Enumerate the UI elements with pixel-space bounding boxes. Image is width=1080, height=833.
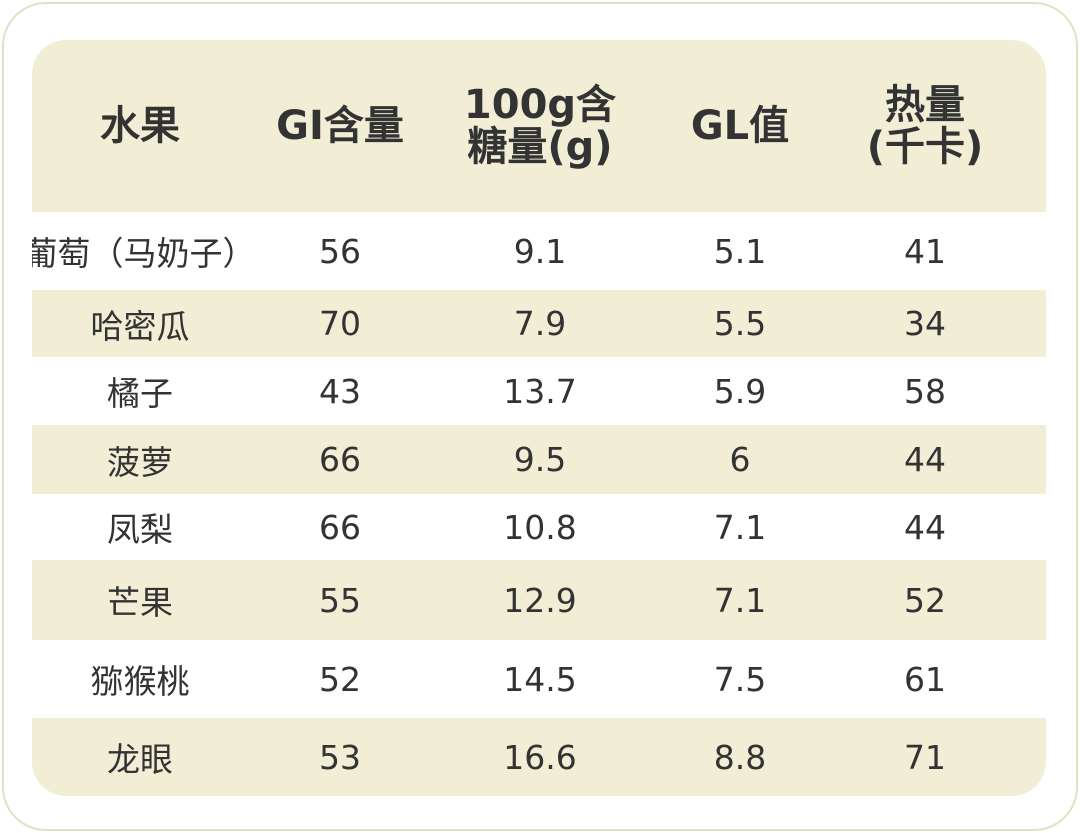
header-cell: 热量 (千卡) <box>825 40 1025 212</box>
table-row: 龙眼 53 16.6 8.8 71 <box>32 718 1046 796</box>
table-cell: 44 <box>904 440 946 479</box>
table-cell: 34 <box>904 304 946 343</box>
table-row: 菠萝 66 9.5 6 44 <box>32 425 1046 494</box>
table-cell: 葡萄（马奶子） <box>32 234 256 273</box>
table-cell: 52 <box>319 659 361 699</box>
header-cell: 100g含 糖量(g) <box>440 40 640 212</box>
table-cell: 13.7 <box>503 371 577 411</box>
table-row: 猕猴桃 52 14.5 7.5 61 <box>32 640 1046 718</box>
table-row: 凤梨 66 10.8 7.1 44 <box>32 494 1046 560</box>
table-cell: 橘子 <box>107 374 173 413</box>
table: 水果 GI含量 100g含 糖量(g) GL值 热量 (千卡) 葡萄（马奶子） 56 9.1 5.1… <box>32 40 1046 796</box>
header-text: GL值 <box>690 103 790 149</box>
table-cell: 43 <box>319 371 361 411</box>
table-cell: 16.6 <box>503 737 577 777</box>
table-cell: 5.9 <box>713 371 767 411</box>
table-cell: 66 <box>319 440 361 479</box>
table-cell: 龙眼 <box>107 740 173 779</box>
table-cell: 7.1 <box>713 507 767 547</box>
header-text: GI含量 <box>276 103 404 149</box>
header-text: 100g含 <box>463 82 617 128</box>
table-cell: 71 <box>904 737 946 777</box>
table-cell: 53 <box>319 737 361 777</box>
header-text: 热量 <box>885 82 965 128</box>
table-cell: 44 <box>904 507 946 547</box>
table-row: 葡萄（马奶子） 56 9.1 5.1 41 <box>32 212 1046 290</box>
table-cell: 菠萝 <box>107 442 173 482</box>
table-cell: 7.1 <box>713 580 767 620</box>
table-cell: 芒果 <box>107 583 173 622</box>
table-cell: 70 <box>319 304 361 343</box>
header-text: (千卡) <box>866 124 984 170</box>
header-cell: GL值 <box>640 40 840 212</box>
table-cell: 5.1 <box>713 231 767 271</box>
table-cell: 哈密瓜 <box>90 306 190 346</box>
table-row: 哈密瓜 70 7.9 5.5 34 <box>32 290 1046 357</box>
header-row: 水果 GI含量 100g含 糖量(g) GL值 热量 (千卡) <box>32 40 1046 212</box>
table-cell: 5.5 <box>713 304 767 343</box>
table-cell: 14.5 <box>503 659 577 699</box>
table-cell: 8.8 <box>713 737 767 777</box>
table-cell: 56 <box>319 231 361 271</box>
table-cell: 55 <box>319 580 361 620</box>
table-cell: 9.1 <box>513 231 567 271</box>
table-cell: 凤梨 <box>107 510 173 549</box>
table-cell: 41 <box>904 231 946 271</box>
table-row: 橘子 43 13.7 5.9 58 <box>32 357 1046 425</box>
table-cell: 6 <box>729 440 751 479</box>
table-cell: 12.9 <box>503 580 577 620</box>
header-text: 糖量(g) <box>467 124 613 170</box>
table-cell: 猕猴桃 <box>90 662 190 701</box>
table-cell: 52 <box>904 580 946 620</box>
header-cell: 水果 <box>40 40 240 212</box>
table-cell: 66 <box>319 507 361 547</box>
table-cell: 9.5 <box>513 440 567 479</box>
table-cell: 61 <box>904 659 946 699</box>
table-cell: 10.8 <box>503 507 577 547</box>
table-cell: 58 <box>904 371 946 411</box>
table-cell: 7.5 <box>713 659 767 699</box>
table-row: 芒果 55 12.9 7.1 52 <box>32 560 1046 640</box>
header-text: 水果 <box>100 103 180 149</box>
header-cell: GI含量 <box>240 40 440 212</box>
table-cell: 7.9 <box>513 304 567 343</box>
